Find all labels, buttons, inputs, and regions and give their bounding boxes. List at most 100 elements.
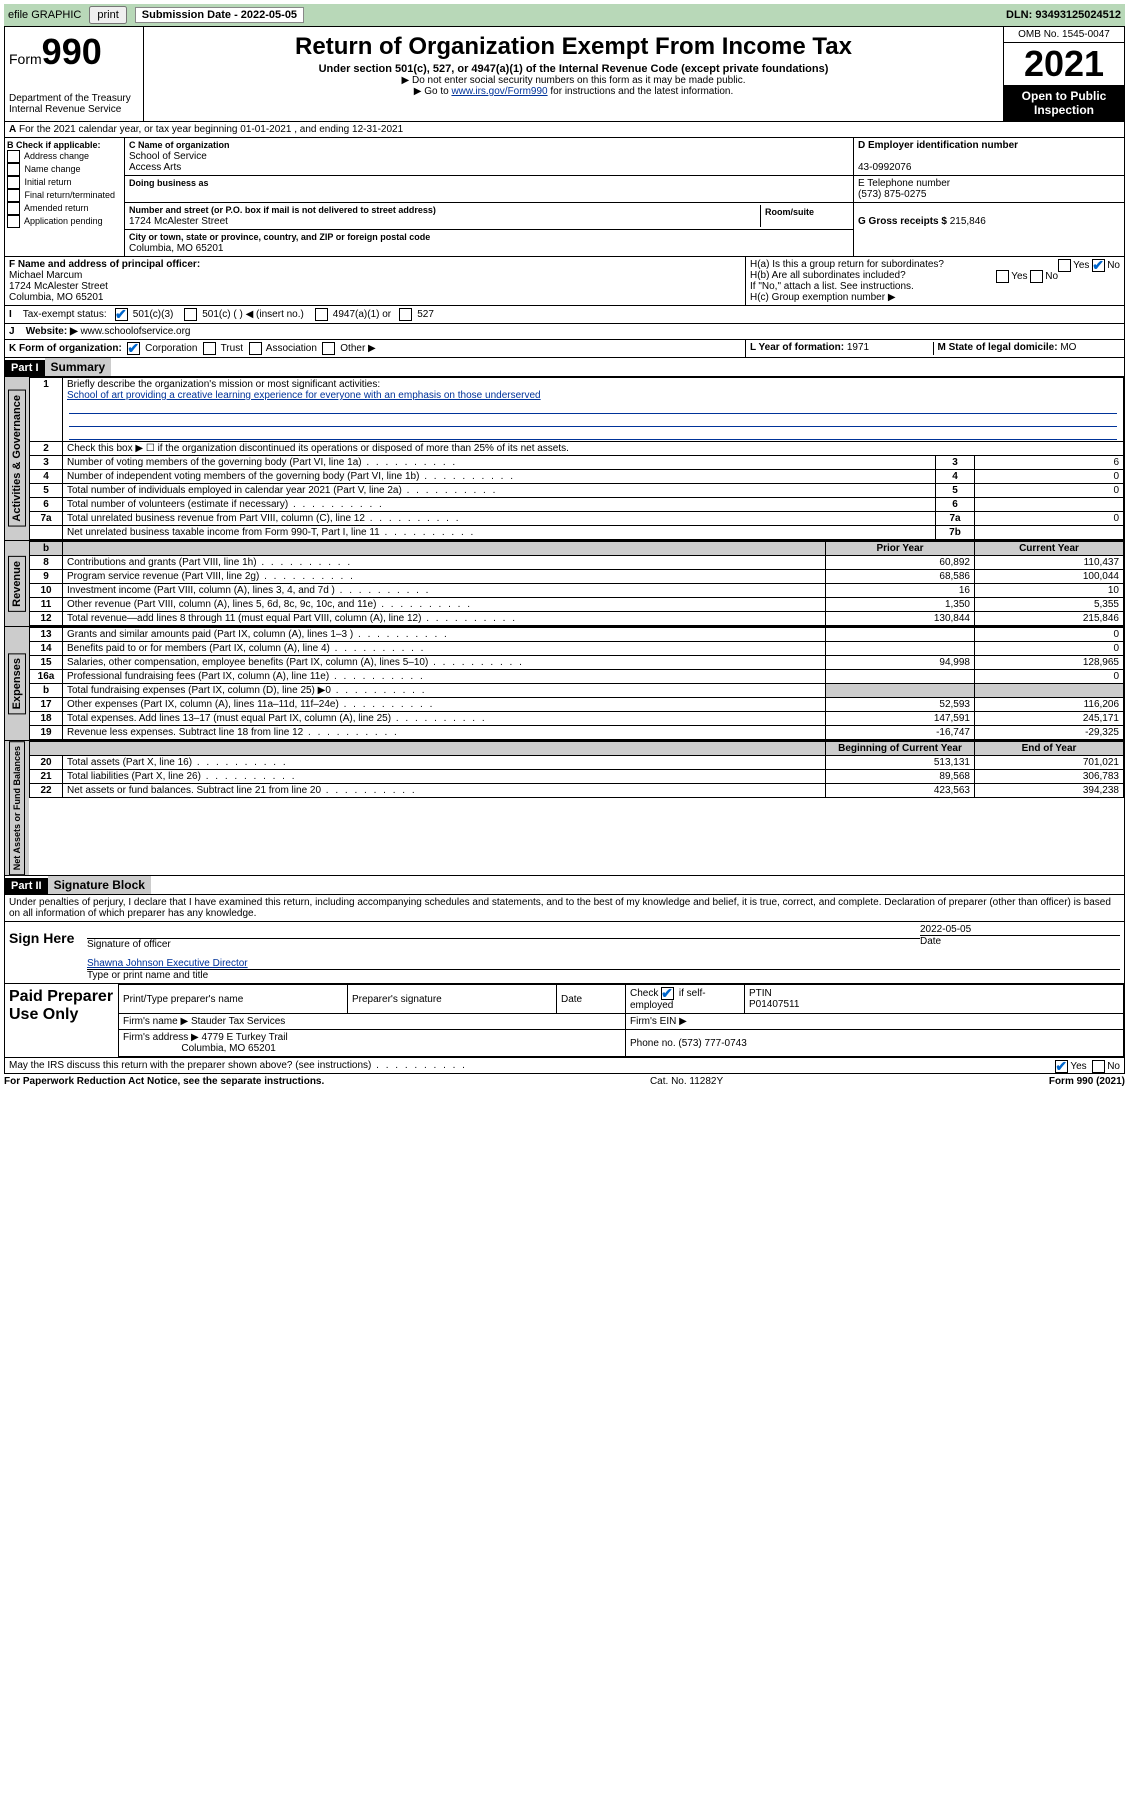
identity-block: B Check if applicable: Address change Na… <box>4 138 1125 257</box>
trust-checkbox[interactable] <box>203 342 216 355</box>
firm-name: Stauder Tax Services <box>191 1016 285 1027</box>
boxb-checkbox[interactable] <box>7 176 20 189</box>
ptin: P01407511 <box>749 999 799 1010</box>
section-expenses: Expenses 13Grants and similar amounts pa… <box>4 627 1125 741</box>
boxb-checkbox[interactable] <box>7 189 20 202</box>
table-row: 15Salaries, other compensation, employee… <box>30 656 1124 670</box>
boxb-option: Final return/terminated <box>7 189 122 202</box>
org-street: 1724 McAlester Street <box>129 216 228 227</box>
irs-label: Internal Revenue Service <box>9 104 139 115</box>
side-label-net: Net Assets or Fund Balances <box>9 741 25 875</box>
discuss-row: May the IRS discuss this return with the… <box>4 1058 1125 1074</box>
501c3-checkbox[interactable] <box>115 308 128 321</box>
form-title: Return of Organization Exempt From Incom… <box>148 33 999 61</box>
form-header: Form990 Department of the Treasury Inter… <box>4 26 1125 122</box>
hb-yes-checkbox[interactable] <box>996 270 1009 283</box>
table-row: 16aProfessional fundraising fees (Part I… <box>30 670 1124 684</box>
table-row: Net unrelated business taxable income fr… <box>30 526 1124 540</box>
org-name-1: School of Service <box>129 151 207 162</box>
dln: DLN: 93493125024512 <box>1006 9 1121 21</box>
ha-yes-checkbox[interactable] <box>1058 259 1071 272</box>
officer-name: Michael Marcum <box>9 270 82 281</box>
assoc-checkbox[interactable] <box>249 342 262 355</box>
part2-header: Part IISignature Block <box>4 876 1125 895</box>
tax-year: 2021 <box>1004 43 1124 85</box>
irs-link[interactable]: www.irs.gov/Form990 <box>451 86 547 97</box>
boxb-option: Amended return <box>7 202 122 215</box>
501c-checkbox[interactable] <box>184 308 197 321</box>
submission-date: Submission Date - 2022-05-05 <box>135 7 304 23</box>
527-checkbox[interactable] <box>399 308 412 321</box>
firm-addr2: Columbia, MO 65201 <box>181 1043 276 1054</box>
self-employed-checkbox[interactable] <box>661 987 674 1000</box>
side-label-revenue: Revenue <box>8 556 26 612</box>
row-f-h: F Name and address of principal officer:… <box>4 257 1125 306</box>
officer-addr1: 1724 McAlester Street <box>9 281 108 292</box>
hb-no-checkbox[interactable] <box>1030 270 1043 283</box>
omb-number: OMB No. 1545-0047 <box>1004 27 1124 43</box>
table-row: 20Total assets (Part X, line 16)513,1317… <box>30 756 1124 770</box>
org-city: Columbia, MO 65201 <box>129 243 224 254</box>
table-row: 13Grants and similar amounts paid (Part … <box>30 628 1124 642</box>
boxb-option: Address change <box>7 150 122 163</box>
row-klm: K Form of organization: Corporation Trus… <box>4 340 1125 358</box>
table-row: 11Other revenue (Part VIII, column (A), … <box>30 598 1124 612</box>
ein: 43-0992076 <box>858 162 911 173</box>
table-row: 4Number of independent voting members of… <box>30 470 1124 484</box>
officer-signed-name[interactable]: Shawna Johnson Executive Director <box>87 958 248 969</box>
open-public-1: Open to Public <box>1022 89 1107 103</box>
firm-addr1: 4779 E Turkey Trail <box>202 1032 288 1043</box>
sign-here-block: Sign Here Signature of officer 2022-05-0… <box>4 922 1125 984</box>
cat-no: Cat. No. 11282Y <box>324 1076 1049 1087</box>
section-revenue: Revenue b Prior Year Current Year 8Contr… <box>4 541 1125 627</box>
boxb-checkbox[interactable] <box>7 202 20 215</box>
table-row: 22Net assets or fund balances. Subtract … <box>30 784 1124 798</box>
note-ssn: ▶ Do not enter social security numbers o… <box>148 75 999 86</box>
row-i: I Tax-exempt status: 501(c)(3) 501(c) ( … <box>4 306 1125 324</box>
officer-addr2: Columbia, MO 65201 <box>9 292 104 303</box>
top-bar: efile GRAPHIC print Submission Date - 20… <box>4 4 1125 26</box>
table-row: 18Total expenses. Add lines 13–17 (must … <box>30 712 1124 726</box>
table-row: 7aTotal unrelated business revenue from … <box>30 512 1124 526</box>
boxb-checkbox[interactable] <box>7 163 20 176</box>
table-row: 10Investment income (Part VIII, column (… <box>30 584 1124 598</box>
section-governance: Activities & Governance 1 Briefly descri… <box>4 377 1125 541</box>
boxb-checkbox[interactable] <box>7 215 20 228</box>
print-button[interactable]: print <box>89 6 126 24</box>
ha-no-checkbox[interactable] <box>1092 259 1105 272</box>
page-footer: For Paperwork Reduction Act Notice, see … <box>4 1074 1125 1089</box>
sig-date-val: 2022-05-05 <box>920 924 971 935</box>
phone: (573) 875-0275 <box>858 189 926 200</box>
org-name-2: Access Arts <box>129 162 181 173</box>
discuss-yes-checkbox[interactable] <box>1055 1060 1068 1073</box>
table-row: 3Number of voting members of the governi… <box>30 456 1124 470</box>
perjury-declaration: Under penalties of perjury, I declare th… <box>4 895 1125 922</box>
table-row: 14Benefits paid to or for members (Part … <box>30 642 1124 656</box>
form-label: Form <box>9 51 42 67</box>
table-row: 12Total revenue—add lines 8 through 11 (… <box>30 612 1124 626</box>
mission-text[interactable]: School of art providing a creative learn… <box>67 390 541 401</box>
boxb-checkbox[interactable] <box>7 150 20 163</box>
form-subtitle: Under section 501(c), 527, or 4947(a)(1)… <box>148 63 999 75</box>
discuss-no-checkbox[interactable] <box>1092 1060 1105 1073</box>
side-label-expenses: Expenses <box>8 653 26 714</box>
open-public-2: Inspection <box>1034 103 1094 117</box>
gross-receipts: 215,846 <box>950 216 986 227</box>
box-b: B Check if applicable: Address change Na… <box>5 138 125 256</box>
section-netassets: Net Assets or Fund Balances Beginning of… <box>4 741 1125 876</box>
boxb-option: Application pending <box>7 215 122 228</box>
table-row: 6Total number of volunteers (estimate if… <box>30 498 1124 512</box>
paperwork-notice: For Paperwork Reduction Act Notice, see … <box>4 1076 324 1087</box>
table-row: 17Other expenses (Part IX, column (A), l… <box>30 698 1124 712</box>
firm-phone: (573) 777-0743 <box>678 1038 746 1049</box>
boxb-option: Name change <box>7 163 122 176</box>
table-row: bTotal fundraising expenses (Part IX, co… <box>30 684 1124 698</box>
other-checkbox[interactable] <box>322 342 335 355</box>
corp-checkbox[interactable] <box>127 342 140 355</box>
table-row: 9Program service revenue (Part VIII, lin… <box>30 570 1124 584</box>
table-row: 5Total number of individuals employed in… <box>30 484 1124 498</box>
efile-label: efile GRAPHIC <box>8 9 81 21</box>
form-number: 990 <box>42 31 102 72</box>
side-label-governance: Activities & Governance <box>8 390 26 527</box>
4947-checkbox[interactable] <box>315 308 328 321</box>
